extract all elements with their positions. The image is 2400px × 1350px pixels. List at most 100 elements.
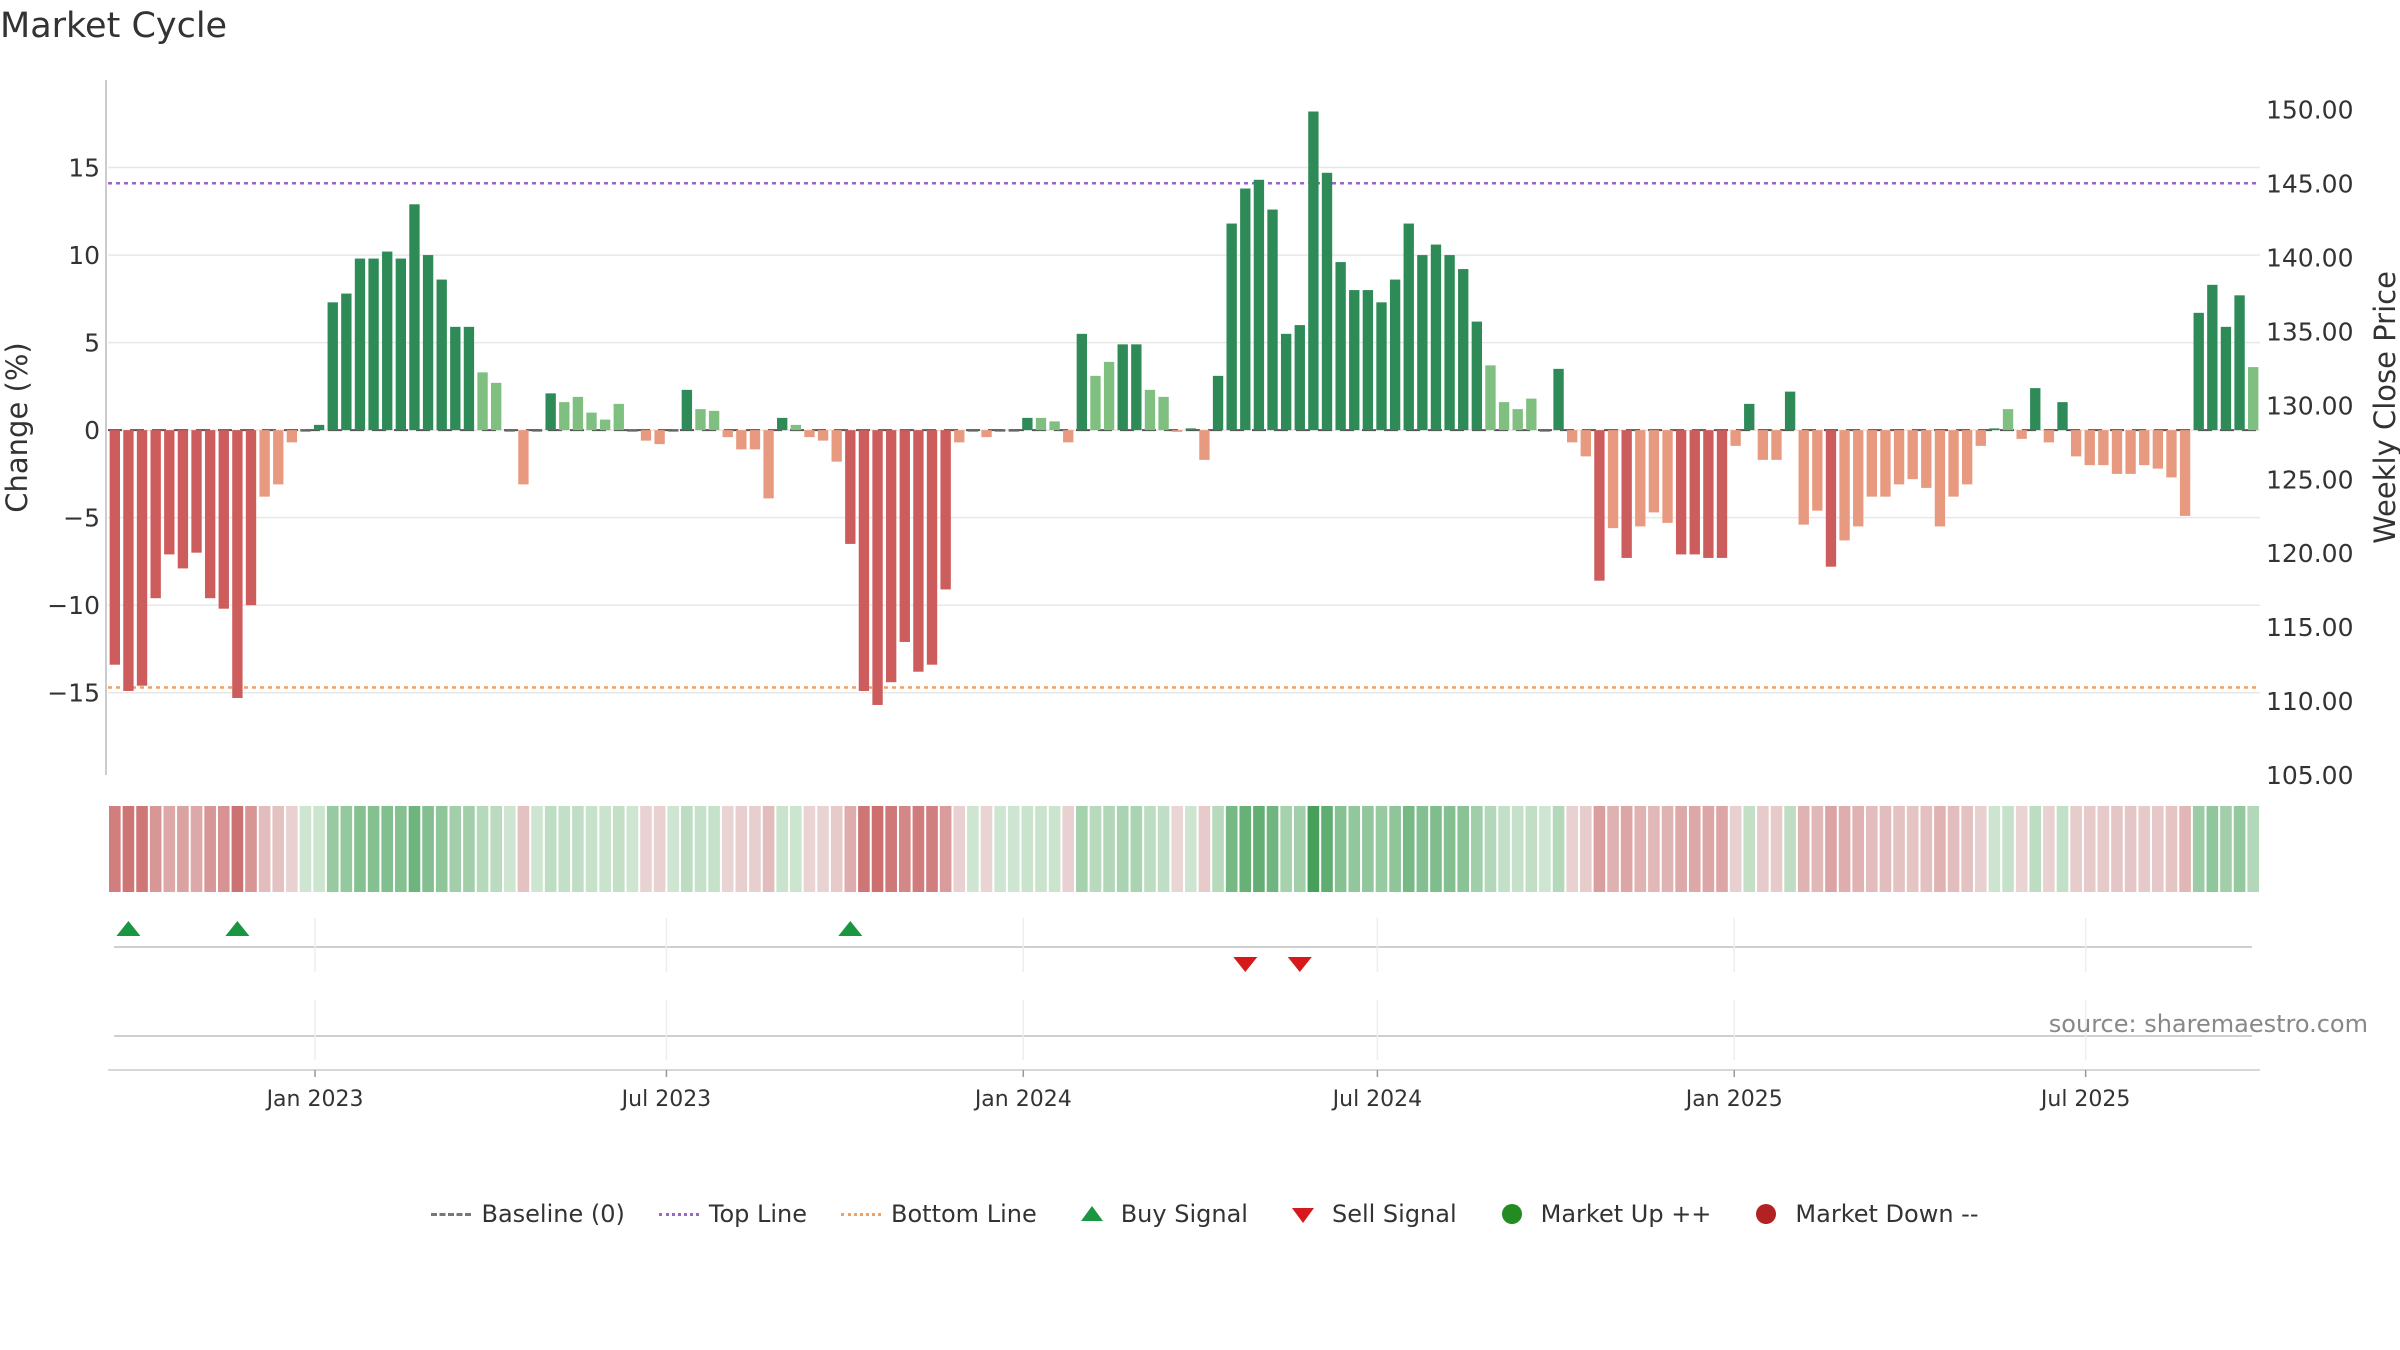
bar (695, 409, 706, 431)
chart-title: Market Cycle (0, 6, 228, 46)
heat-cell (1675, 806, 1687, 892)
bar (1512, 409, 1523, 431)
heat-cell (2002, 806, 2014, 892)
legend-bottom-line-swatch (831, 1202, 891, 1226)
heat-cell (612, 806, 625, 892)
bar (1553, 368, 1564, 431)
heat-cell (231, 806, 244, 892)
bar (1049, 421, 1060, 431)
bar (804, 430, 815, 438)
heat-cell (517, 806, 530, 892)
bar (1076, 333, 1088, 431)
heat-cell (1729, 806, 1742, 892)
heat-cell (326, 806, 339, 892)
bar (1376, 302, 1387, 431)
bar (599, 419, 611, 431)
bar (749, 430, 761, 450)
x-tick-label: Jan 2023 (265, 1087, 364, 1112)
bar (1063, 430, 1074, 443)
bar (504, 429, 515, 432)
heat-cell (435, 806, 448, 892)
heat-cell (490, 806, 502, 892)
heat-cell (109, 806, 121, 892)
bar (654, 430, 665, 445)
bar (354, 258, 366, 431)
heat-cell (1430, 806, 1442, 892)
heat-cell (1457, 806, 1470, 892)
heat-cell (422, 806, 434, 892)
heat-cell (1770, 806, 1783, 892)
heat-cell (204, 806, 216, 892)
heat-cell (2233, 806, 2246, 892)
heat-cell (503, 806, 516, 892)
heat-cell (912, 806, 925, 892)
bar (777, 417, 788, 431)
bar (1567, 430, 1578, 443)
bar (1226, 223, 1237, 431)
heat-cell (408, 806, 421, 892)
heat-cell (681, 806, 693, 892)
bar (845, 430, 856, 544)
bar (450, 326, 461, 431)
heat-cell (1103, 806, 1115, 892)
heat-cell (953, 806, 966, 892)
heat-cell (1539, 806, 1551, 892)
heat-cell (967, 806, 979, 892)
heat-cell (653, 806, 666, 892)
buy-signal-marker (838, 921, 863, 936)
heat-cell (1443, 806, 1456, 892)
y-tick-label: −5 (63, 504, 100, 533)
y2-tick-label: 110.00 (2266, 687, 2353, 716)
heat-cell (585, 806, 598, 892)
bar (1471, 321, 1483, 431)
bar (967, 429, 979, 432)
heat-cell (354, 806, 366, 892)
bar (940, 430, 951, 590)
bar (491, 382, 502, 431)
heat-cell (2043, 806, 2055, 892)
bar (1008, 429, 1019, 432)
bar (1744, 403, 1755, 431)
bar (1948, 430, 1959, 497)
heat-cell (626, 806, 639, 892)
heat-cell (245, 806, 257, 892)
bar (136, 430, 148, 686)
bar (885, 430, 897, 683)
bar (586, 412, 597, 431)
bar (1117, 344, 1128, 431)
bar (1185, 428, 1196, 431)
bar (1961, 430, 1973, 485)
bar (1349, 290, 1360, 431)
bar (1144, 389, 1156, 431)
heat-cell (1212, 806, 1224, 892)
heat-cell (1348, 806, 1361, 892)
heat-cell (871, 806, 884, 892)
heat-cell (1076, 806, 1088, 892)
heat-cell (1947, 806, 1960, 892)
heat-cell (1797, 806, 1810, 892)
bar (668, 429, 679, 432)
heat-cell (1566, 806, 1578, 892)
heat-cell (1838, 806, 1851, 892)
legend-market-up-label: Market Up ++ (1540, 1200, 1712, 1228)
bar (2248, 367, 2259, 431)
heat-cell (885, 806, 897, 892)
heat-cell (2124, 806, 2137, 892)
bar (1812, 430, 1823, 511)
bar (2043, 430, 2055, 443)
x-tick-label: Jul 2025 (2039, 1087, 2131, 1112)
y2-tick-label: 150.00 (2266, 96, 2353, 125)
legend-baseline-label: Baseline (0) (481, 1200, 625, 1228)
heat-cell (2056, 806, 2069, 892)
bar (1662, 430, 1673, 523)
heat-cell (2165, 806, 2178, 892)
heat-cell (1961, 806, 1973, 892)
y2-axis-title: Weekly Close Price (2368, 271, 2400, 544)
bar (109, 430, 120, 665)
bar (422, 255, 434, 431)
heat-cell (2015, 806, 2028, 892)
bar (300, 429, 311, 432)
bar (1880, 430, 1891, 497)
heat-cell (1974, 806, 1987, 892)
